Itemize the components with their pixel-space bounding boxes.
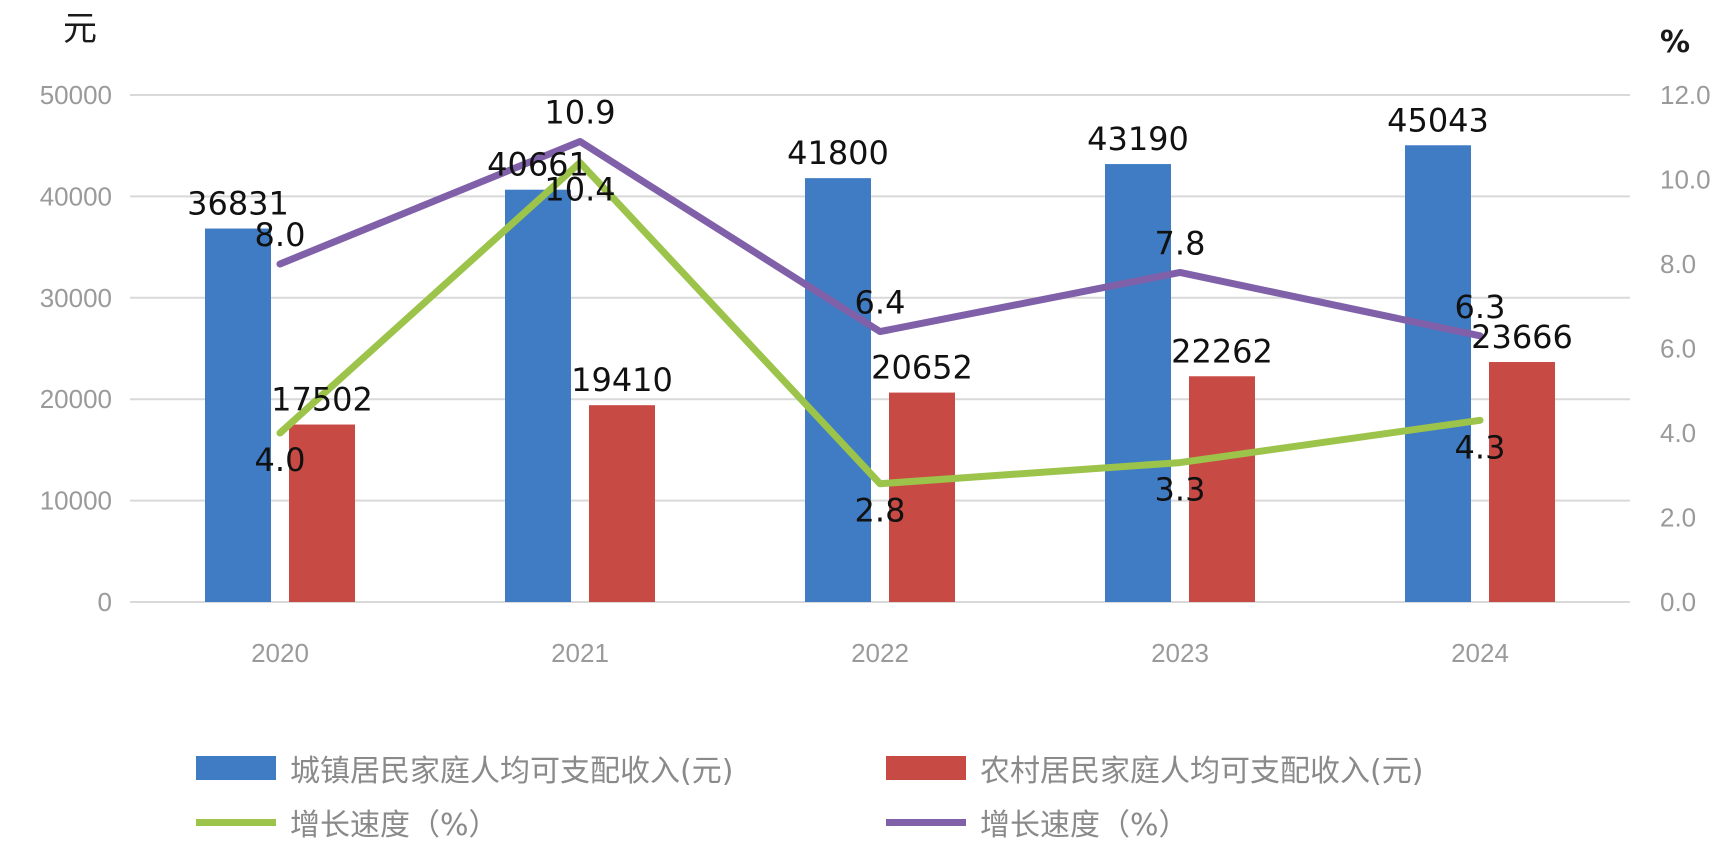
rural-income-bar — [289, 424, 355, 602]
purple-growth-value-label: 10.9 — [544, 93, 615, 131]
legend-swatch-blue — [196, 756, 276, 780]
legend-swatch-purple — [886, 818, 966, 826]
urban-income-bar — [505, 189, 571, 603]
urban-income-value-label: 45043 — [1387, 101, 1489, 139]
rural-income-value-label: 20652 — [871, 349, 973, 387]
rural-income-bar — [1189, 376, 1255, 602]
legend: 城镇居民家庭人均可支配收入(元) 农村居民家庭人均可支配收入(元) 增长速度（%… — [190, 742, 1590, 862]
green-growth-value-label: 4.3 — [1455, 428, 1506, 466]
right-tick-label: 12.0 — [1660, 80, 1711, 110]
x-tick-label: 2021 — [551, 638, 609, 668]
green-growth-value-label: 10.4 — [544, 171, 615, 209]
right-tick-label: 10.0 — [1660, 165, 1711, 195]
axes: 0 10000 20000 30000 40000 50000 0.0 2.0 4.0 6.0 8.… — [40, 80, 1711, 668]
left-tick-label: 20000 — [40, 384, 112, 414]
rural-income-value-label: 23666 — [1471, 318, 1573, 356]
left-axis-unit: 元 — [63, 9, 97, 49]
purple-growth-value-label: 6.4 — [855, 284, 906, 322]
legend-swatch-red — [886, 756, 966, 780]
green-growth-value-label: 2.8 — [855, 492, 906, 530]
legend-label: 农村居民家庭人均可支配收入(元) — [980, 754, 1424, 789]
legend-label: 增长速度（%） — [290, 808, 499, 843]
rural-income-bar — [1489, 362, 1555, 602]
right-tick-label: 0.0 — [1660, 587, 1696, 617]
legend-item-urban-income: 城镇居民家庭人均可支配收入(元) — [196, 746, 733, 790]
bars — [205, 145, 1555, 603]
x-tick-label: 2020 — [251, 638, 309, 668]
right-tick-label: 4.0 — [1660, 418, 1696, 448]
left-tick-label: 30000 — [40, 283, 112, 313]
rural-income-value-label: 17502 — [271, 381, 373, 419]
urban-income-value-label: 36831 — [187, 185, 289, 223]
left-tick-label: 0 — [98, 587, 112, 617]
urban-income-bar — [1405, 145, 1471, 602]
data-labels: 36831 40661 41800 43190 45043 17502 19410 20652… — [187, 93, 1573, 529]
right-tick-label: 8.0 — [1660, 249, 1696, 279]
green-growth-value-label: 3.3 — [1155, 471, 1206, 509]
legend-item-green-growth: 增长速度（%） — [196, 800, 499, 844]
legend-item-rural-income: 农村居民家庭人均可支配收入(元) — [886, 746, 1423, 790]
purple-growth-value-label: 7.8 — [1155, 224, 1206, 262]
rural-income-bar — [589, 405, 655, 602]
legend-label: 城镇居民家庭人均可支配收入(元) — [290, 754, 734, 789]
legend-swatch-green — [196, 818, 276, 826]
x-tick-label: 2024 — [1451, 638, 1509, 668]
urban-income-bar — [805, 178, 871, 602]
x-tick-label: 2022 — [851, 638, 909, 668]
left-tick-label: 40000 — [40, 181, 112, 211]
rural-income-value-label: 19410 — [571, 361, 673, 399]
green-growth-line — [276, 159, 1484, 488]
rural-income-value-label: 22262 — [1171, 332, 1273, 370]
gridlines — [130, 94, 1630, 603]
left-tick-label: 10000 — [40, 486, 112, 516]
urban-income-value-label: 40661 — [487, 146, 589, 184]
right-tick-label: 2.0 — [1660, 503, 1696, 533]
urban-income-bar — [205, 228, 271, 602]
purple-growth-value-label: 8.0 — [255, 216, 306, 254]
urban-income-bar — [1105, 164, 1171, 602]
right-axis-unit: % — [1660, 25, 1690, 60]
growth-lines — [276, 137, 1484, 488]
legend-item-purple-growth: 增长速度（%） — [886, 800, 1189, 844]
rural-income-bar — [889, 392, 955, 602]
right-tick-label: 6.0 — [1660, 334, 1696, 364]
purple-growth-value-label: 6.3 — [1455, 288, 1506, 326]
green-growth-value-label: 4.0 — [255, 441, 306, 479]
purple-growth-line — [276, 137, 1484, 340]
left-tick-label: 50000 — [40, 80, 112, 110]
legend-label: 增长速度（%） — [980, 808, 1189, 843]
urban-income-value-label: 41800 — [787, 134, 889, 172]
urban-income-value-label: 43190 — [1087, 120, 1189, 158]
x-tick-label: 2023 — [1151, 638, 1209, 668]
